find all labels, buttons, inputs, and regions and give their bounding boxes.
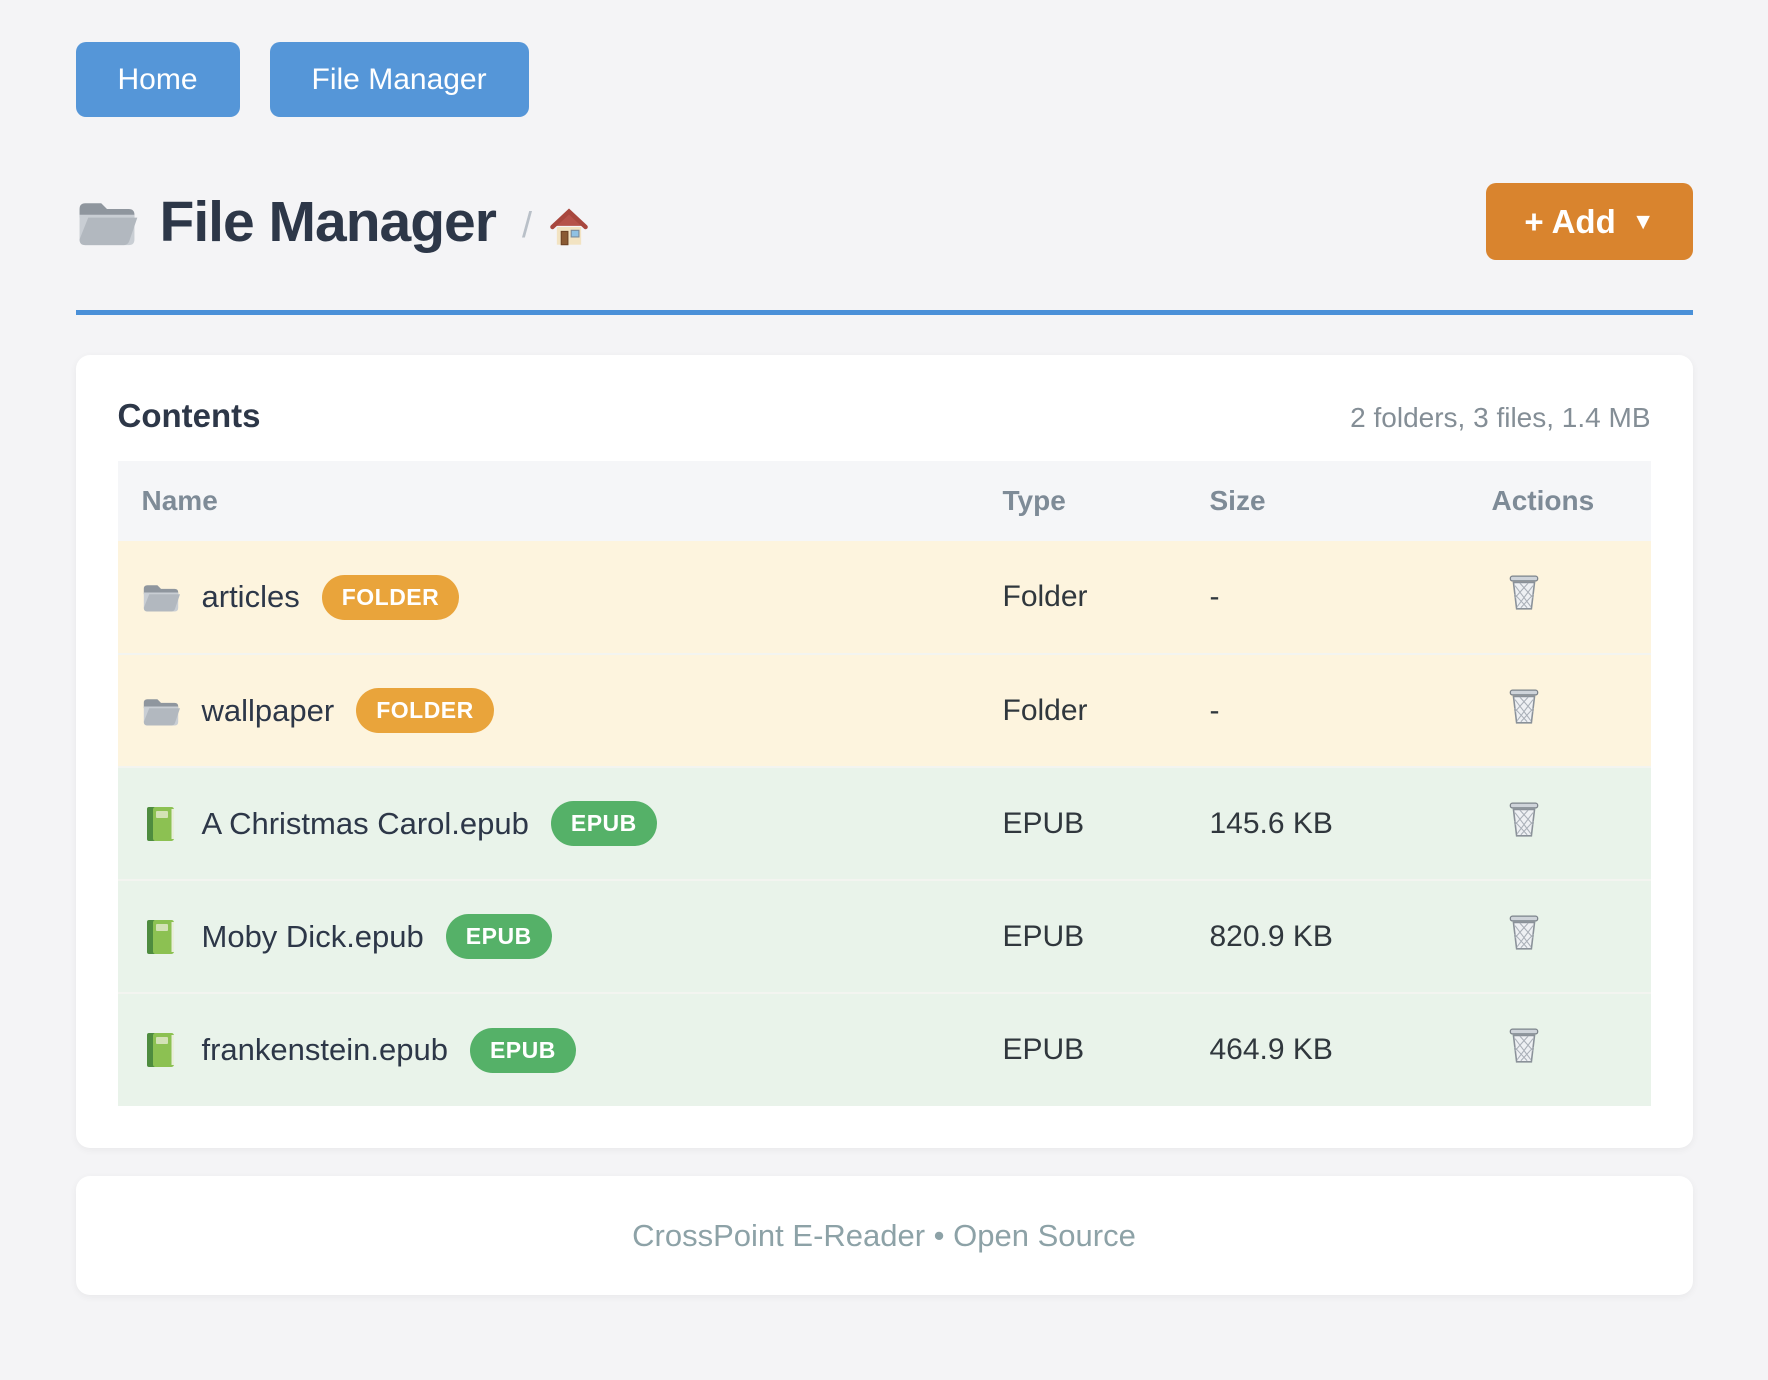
delete-button[interactable] [1506,687,1542,727]
size-cell: 820.9 KB [1185,879,1468,993]
column-header-actions: Actions [1467,461,1651,541]
chevron-down-icon: ▼ [1631,208,1655,234]
panel-head: Contents 2 folders, 3 files, 1.4 MB [118,397,1651,435]
trash-icon [1509,1028,1538,1063]
size-cell: - [1185,541,1468,654]
nav-home-button[interactable]: Home [75,42,240,117]
folder-icon [143,585,180,612]
files-table: Name Type Size Actions articles FOLDER F… [117,461,1651,1106]
panel-summary: 2 folders, 3 files, 1.4 MB [1350,402,1651,433]
page-title: File Manager [159,189,497,254]
table-row: frankenstein.epub EPUB EPUB 464.9 KB [117,992,1651,1106]
type-cell: EPUB [978,766,1186,880]
table-row: Moby Dick.epub EPUB EPUB 820.9 KB [117,879,1651,993]
breadcrumb-separator: / [521,203,532,245]
type-badge: FOLDER [321,574,460,620]
top-nav: Home File Manager [75,42,1693,117]
file-name-link[interactable]: wallpaper [201,692,335,728]
file-name-link[interactable]: articles [201,579,300,614]
page-header: File Manager / + Add ▼ [76,183,1693,260]
book-icon [146,1033,174,1067]
delete-button[interactable] [1506,800,1542,840]
table-row: wallpaper FOLDER Folder - [117,653,1651,767]
file-name-link[interactable]: Moby Dick.epub [201,918,424,954]
file-name-link[interactable]: frankenstein.epub [201,1032,448,1067]
folder-icon [79,202,137,245]
type-badge: EPUB [550,801,657,846]
book-icon [146,919,174,954]
trash-icon [1509,914,1538,950]
table-row: articles FOLDER Folder - [117,541,1651,654]
type-cell: EPUB [978,879,1186,993]
delete-button[interactable] [1506,913,1542,953]
delete-button[interactable] [1506,573,1542,613]
house-icon [548,207,590,247]
trash-icon [1509,801,1538,837]
footer-text: CrossPoint E-Reader • Open Source [632,1217,1136,1253]
file-name-link[interactable]: A Christmas Carol.epub [201,805,529,841]
breadcrumb-home-link[interactable] [548,207,590,247]
column-header-name: Name [117,461,979,541]
size-cell: 145.6 KB [1185,766,1468,880]
title-group: File Manager / [76,189,590,255]
contents-panel: Contents 2 folders, 3 files, 1.4 MB Name… [75,355,1693,1148]
type-cell: Folder [978,653,1186,767]
title-underline [75,310,1693,315]
type-badge: EPUB [469,1027,576,1073]
column-header-size: Size [1185,461,1468,541]
trash-icon [1509,575,1538,610]
type-cell: EPUB [978,992,1186,1106]
delete-button[interactable] [1506,1026,1542,1066]
size-cell: 464.9 KB [1185,992,1468,1106]
table-header-row: Name Type Size Actions [117,461,1651,541]
folder-icon [143,698,180,725]
page: Home File Manager File Manager / + Add ▼… [75,0,1693,1295]
table-row: A Christmas Carol.epub EPUB EPUB 145.6 K… [117,766,1651,880]
footer: CrossPoint E-Reader • Open Source [75,1176,1693,1295]
add-button[interactable]: + Add ▼ [1486,183,1693,260]
type-cell: Folder [978,541,1186,654]
size-cell: - [1185,653,1468,767]
add-button-label: + Add [1524,202,1616,240]
nav-file-manager-button[interactable]: File Manager [269,42,529,117]
type-badge: EPUB [445,914,552,959]
type-badge: FOLDER [356,688,494,733]
trash-icon [1509,688,1538,724]
panel-title: Contents [117,397,261,434]
book-icon [146,806,174,841]
column-header-type: Type [978,461,1186,541]
